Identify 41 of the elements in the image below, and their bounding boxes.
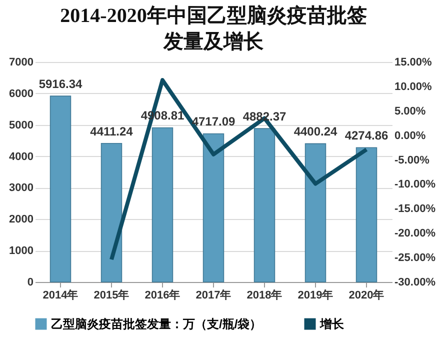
data-label: 4882.37 bbox=[242, 110, 287, 124]
y2-tick-label: 15.00% bbox=[394, 56, 432, 68]
x-tick-label: 2014年 bbox=[42, 288, 78, 302]
x-tick-label: 2019年 bbox=[298, 288, 334, 302]
legend-label: 增长 bbox=[319, 317, 345, 331]
y-tick-label: 3000 bbox=[9, 182, 34, 194]
x-tick-label: 2020年 bbox=[348, 288, 384, 302]
bar bbox=[152, 127, 174, 282]
x-tick-label: 2017年 bbox=[196, 288, 232, 302]
bar bbox=[100, 142, 122, 282]
data-label: 4411.24 bbox=[90, 124, 134, 138]
y-tick-label: 0 bbox=[27, 276, 34, 288]
data-label: 4400.24 bbox=[294, 124, 338, 139]
x-tick-label: 2015年 bbox=[94, 288, 130, 302]
y2-tick-label: 0.00% bbox=[394, 130, 426, 142]
x-tick-label: 2016年 bbox=[144, 288, 180, 302]
bar bbox=[50, 96, 72, 282]
y-tick-label: 4000 bbox=[9, 150, 34, 163]
legend-label: 乙型脑炎疫苗批签发量：万（支/瓶/袋） bbox=[51, 317, 262, 331]
y2-tick-label: -20.00% bbox=[394, 228, 436, 240]
bar bbox=[304, 143, 326, 282]
bar bbox=[254, 128, 276, 282]
data-label: 4717.09 bbox=[192, 114, 236, 129]
x-tick-label: 2018年 bbox=[246, 288, 282, 302]
data-label: 4274.86 bbox=[344, 128, 389, 143]
bar bbox=[202, 133, 224, 282]
chart-title: 2014-2020年中国乙型脑炎疫苗批签发量及增长 bbox=[60, 4, 367, 53]
y2-tick-label: -10.00% bbox=[394, 178, 436, 191]
y2-tick-label: -5.00% bbox=[394, 154, 430, 166]
y2-tick-label: -25.00% bbox=[394, 252, 436, 264]
y2-tick-label: -15.00% bbox=[394, 203, 436, 216]
y-tick-label: 6000 bbox=[9, 88, 34, 100]
y-tick-label: 1000 bbox=[9, 245, 34, 258]
y2-tick-label: 10.00% bbox=[394, 80, 432, 93]
y-tick-label: 7000 bbox=[9, 56, 34, 68]
y2-tick-label: -30.00% bbox=[394, 276, 436, 288]
data-label: 5916.34 bbox=[38, 77, 83, 92]
y2-tick-label: 5.00% bbox=[394, 105, 426, 118]
y-tick-label: 5000 bbox=[9, 119, 34, 132]
y-tick-label: 2000 bbox=[9, 214, 34, 226]
bar bbox=[356, 147, 378, 282]
